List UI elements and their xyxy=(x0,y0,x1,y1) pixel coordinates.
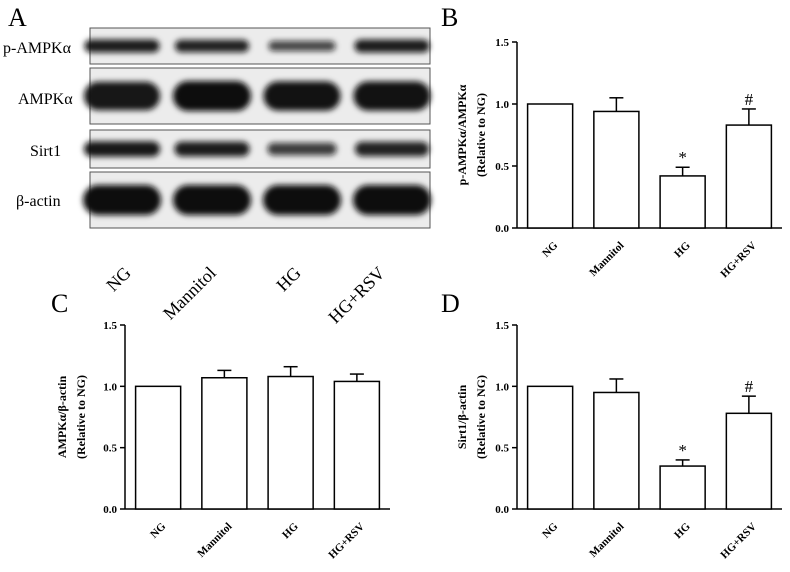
bar xyxy=(526,103,574,229)
panel-letter-a: A xyxy=(8,3,27,32)
y-tick-label: 1.0 xyxy=(495,381,509,393)
y-tick-label: 1.5 xyxy=(103,320,117,332)
blot-label-ampk: AMPKα xyxy=(18,91,73,108)
blot-band xyxy=(353,185,431,215)
x-tick-label: HG+RSV xyxy=(718,521,759,562)
bar xyxy=(267,375,314,510)
y-axis-label: Sirt1/β-actin xyxy=(455,385,469,450)
y-tick-label: 0.0 xyxy=(495,504,509,516)
y-tick-label: 1.0 xyxy=(103,381,117,393)
blot-band xyxy=(83,81,161,111)
blot-bands xyxy=(83,39,431,215)
x-tick-label: Mannitol xyxy=(195,521,234,560)
western-blot: p-AMPKα AMPKα Sirt1 β-actin NG Mannitol … xyxy=(3,27,431,327)
y-tick-label: 0.5 xyxy=(495,161,509,173)
y-axis-label-sub: (Relative to NG) xyxy=(74,375,88,459)
bar xyxy=(134,385,182,510)
y-tick-label: 1.5 xyxy=(495,37,509,49)
lane-label-ng: NG xyxy=(102,263,135,296)
x-tick-label: HG xyxy=(672,520,693,541)
bar xyxy=(333,380,381,510)
y-axis-label: p-AMPKα/AMPKα xyxy=(455,84,469,185)
blot-band xyxy=(83,185,161,215)
panel-letter-c: C xyxy=(51,289,68,318)
bar xyxy=(526,385,574,510)
blot-band xyxy=(173,185,251,215)
bar xyxy=(593,391,640,510)
blot-band xyxy=(84,39,160,53)
chart-panel-c: 0.0 0.5 1.0 1.5 AMPKα/β-actin (Relative to NG… xyxy=(55,320,390,561)
panel-letter-d: D xyxy=(441,289,460,318)
blot-label-sirt1: Sirt1 xyxy=(30,143,61,160)
chart-panel-d: 0.0 0.5 1.0 1.5 Sirt1/β-actin (Relative to NG… xyxy=(455,320,782,561)
y-tick-label: 1.5 xyxy=(495,320,509,332)
x-tick-label: Mannitol xyxy=(587,240,626,279)
blot-band xyxy=(268,40,336,52)
bar xyxy=(725,124,773,229)
blot-band xyxy=(173,81,251,111)
y-axis-label-sub: (Relative to NG) xyxy=(474,375,488,459)
bar xyxy=(659,175,706,229)
x-tick-label: HG xyxy=(280,520,301,541)
x-tick-label: NG xyxy=(148,520,168,540)
lane-label-mannitol: Mannitol xyxy=(159,263,220,324)
chart-panel-b: 0.0 0.5 1.0 1.5 p-AMPKα/AMPKα (Relative to NG… xyxy=(455,37,782,280)
blot-label-p-ampk: p-AMPKα xyxy=(3,40,72,57)
y-tick-label: 1.0 xyxy=(495,99,509,111)
blot-band xyxy=(174,141,250,157)
blot-band xyxy=(267,142,337,156)
lane-label-hg-rsv: HG+RSV xyxy=(324,263,388,327)
bar xyxy=(201,376,248,510)
y-tick-label: 0.0 xyxy=(495,223,509,235)
blot-band xyxy=(174,39,250,53)
blot-band xyxy=(354,39,430,53)
x-tick-label: HG+RSV xyxy=(718,240,759,281)
significance-marker: * xyxy=(678,148,687,167)
significance-marker: * xyxy=(678,441,687,460)
blot-band xyxy=(83,141,161,157)
blot-band xyxy=(353,81,431,111)
x-tick-label: HG xyxy=(672,239,693,260)
y-axis-label-sub: (Relative to NG) xyxy=(474,93,488,177)
bar xyxy=(725,412,773,510)
y-axis-label: AMPKα/β-actin xyxy=(55,376,69,459)
bar xyxy=(593,110,640,229)
significance-marker: # xyxy=(745,90,754,109)
x-tick-label: NG xyxy=(540,239,560,259)
x-tick-label: Mannitol xyxy=(587,521,626,560)
y-tick-label: 0.5 xyxy=(103,443,117,455)
lane-label-hg: HG xyxy=(272,263,305,296)
blot-label-beta-actin: β-actin xyxy=(16,193,61,210)
y-tick-label: 0.0 xyxy=(103,504,117,516)
blot-band xyxy=(263,185,341,215)
x-tick-label: HG+RSV xyxy=(326,521,367,562)
x-tick-label: NG xyxy=(540,520,560,540)
bar xyxy=(659,465,706,510)
blot-band xyxy=(354,141,430,157)
significance-marker: # xyxy=(745,377,754,396)
y-tick-label: 0.5 xyxy=(495,443,509,455)
panel-letter-b: B xyxy=(441,3,458,32)
blot-band xyxy=(263,81,341,111)
